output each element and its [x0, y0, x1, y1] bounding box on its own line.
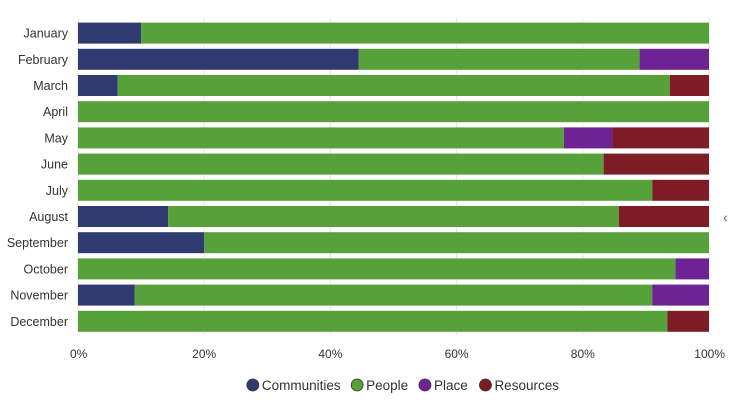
bar-resources-july [652, 179, 709, 201]
bar-communities-november [78, 284, 135, 306]
category-label: May [44, 131, 68, 145]
category-label: August [29, 210, 68, 224]
category-label: December [10, 315, 68, 329]
category-label: November [10, 289, 68, 303]
category-label: September [7, 236, 68, 250]
category-label: February [18, 53, 69, 67]
bar-place-october [675, 258, 709, 280]
bar-resources-december [667, 310, 709, 332]
legend-label-communities: Communities [262, 378, 341, 393]
category-label: January [24, 27, 69, 41]
bar-place-february [639, 48, 709, 70]
bar-people-november [134, 284, 653, 306]
bar-people-september [204, 232, 709, 254]
bar-resources-march [669, 75, 709, 96]
bar-people-june [78, 153, 604, 175]
bar-people-april [78, 101, 709, 123]
bar-communities-march [78, 75, 118, 96]
legend-label-place: Place [434, 378, 468, 393]
legend-label-resources: Resources [494, 378, 559, 393]
bar-communities-january [78, 22, 142, 44]
category-label: March [33, 79, 68, 93]
bar-place-november [652, 284, 709, 306]
bar-people-august [168, 206, 619, 227]
category-label: July [46, 184, 69, 198]
bar-resources-august [618, 206, 709, 227]
bar-people-march [117, 75, 670, 96]
legend-marker-communities [246, 378, 260, 392]
x-tick-label: 20% [192, 347, 216, 361]
bar-people-december [78, 310, 668, 332]
bar-resources-may [612, 127, 709, 149]
x-tick-label: 100% [694, 347, 725, 361]
bar-people-october [78, 258, 676, 280]
bar-people-january [141, 22, 710, 44]
bar-resources-june [603, 153, 709, 175]
x-tick-label: 0% [70, 347, 88, 361]
bar-communities-august [78, 206, 169, 227]
legend-label-people: People [366, 378, 408, 393]
bar-communities-september [78, 232, 205, 254]
scroll-handle-icon[interactable]: ‹ [723, 209, 728, 225]
category-label: June [41, 158, 68, 172]
x-tick-label: 80% [571, 347, 595, 361]
legend-marker-place [418, 378, 432, 392]
legend-marker-people [350, 378, 364, 392]
category-label: October [24, 262, 68, 276]
category-label: April [43, 105, 68, 119]
bar-people-may [78, 127, 564, 149]
x-tick-label: 40% [318, 347, 342, 361]
bar-communities-february [78, 48, 359, 70]
bar-place-may [563, 127, 613, 149]
legend-marker-resources [479, 378, 492, 392]
bar-people-february [358, 48, 640, 70]
bar-people-july [78, 179, 653, 201]
x-tick-label: 60% [445, 347, 469, 361]
